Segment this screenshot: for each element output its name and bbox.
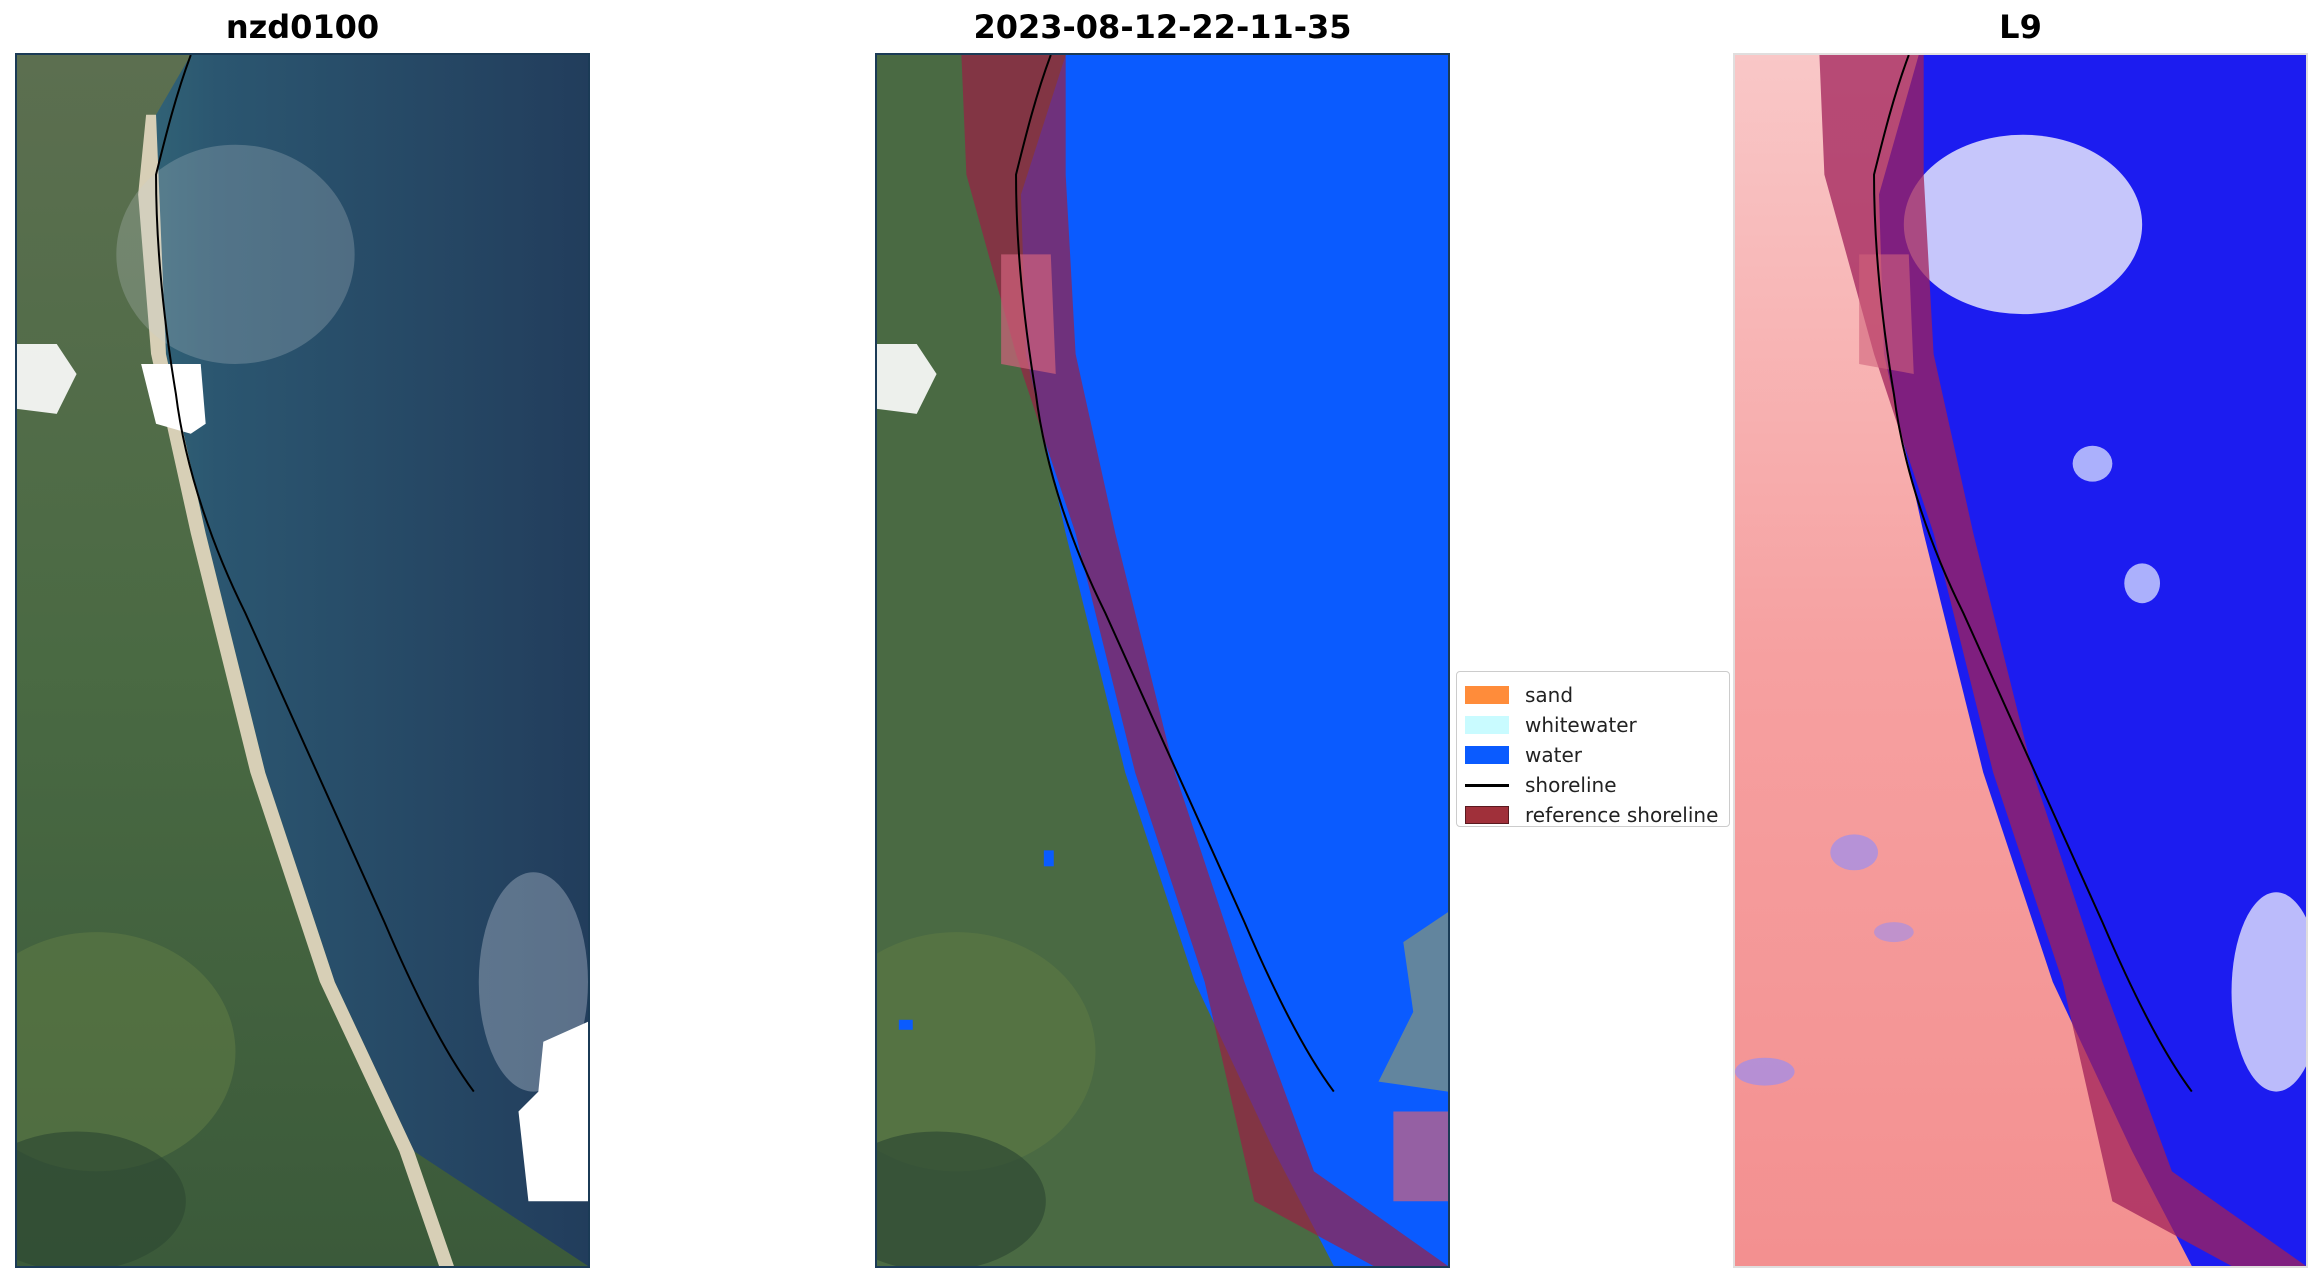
- sand-swatch: [1465, 686, 1509, 704]
- legend-entry-reference-shoreline: reference shoreline: [1465, 802, 1718, 828]
- legend-label: water: [1525, 743, 1582, 767]
- legend-entry-shoreline: shoreline: [1465, 772, 1617, 798]
- legend-entry-water: water: [1465, 742, 1582, 768]
- index-image-panel: [1733, 53, 2308, 1268]
- water-swatch: [1465, 746, 1509, 764]
- reference-shoreline-swatch: [1465, 806, 1509, 824]
- rgb-image-panel: [15, 53, 590, 1268]
- panel-title-index: L9: [1999, 8, 2042, 46]
- water-index-image: [1735, 55, 2306, 1266]
- rgb-satellite-image: [17, 55, 588, 1266]
- whitewater-swatch: [1465, 716, 1509, 734]
- legend-label: sand: [1525, 683, 1574, 707]
- legend-label: whitewater: [1525, 713, 1637, 737]
- legend: sand whitewater water shoreline referenc…: [1456, 671, 1730, 827]
- panel-title-rgb: nzd0100: [225, 8, 380, 46]
- shoreline-line-swatch: [1465, 783, 1509, 787]
- classified-image-panel: [875, 53, 1450, 1268]
- legend-entry-whitewater: whitewater: [1465, 712, 1637, 738]
- legend-label: shoreline: [1525, 773, 1617, 797]
- panel-title-classified: 2023-08-12-22-11-35: [973, 8, 1352, 46]
- legend-label: reference shoreline: [1525, 803, 1719, 827]
- legend-entry-sand: sand: [1465, 682, 1573, 708]
- classified-satellite-image: [877, 55, 1448, 1266]
